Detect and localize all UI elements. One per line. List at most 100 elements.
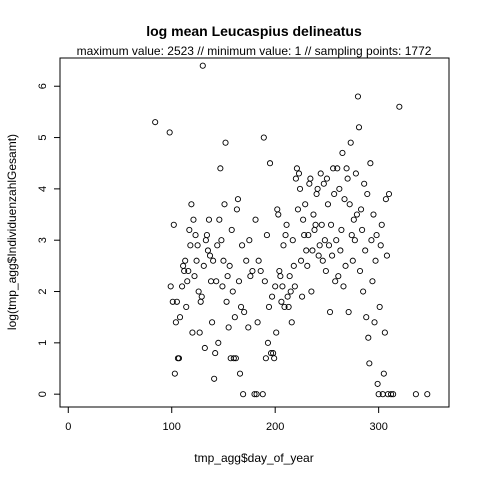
data-point: [335, 273, 342, 280]
chart-title: log mean Leucaspius delineatus: [146, 23, 362, 39]
data-point: [220, 257, 227, 264]
data-point: [345, 309, 352, 316]
data-point: [316, 242, 323, 249]
data-point: [390, 391, 397, 398]
data-point: [261, 278, 268, 285]
data-point: [368, 237, 375, 244]
data-point: [277, 273, 284, 280]
data-point: [367, 160, 374, 167]
data-point: [378, 221, 385, 228]
data-point: [302, 201, 309, 208]
data-point: [176, 314, 184, 321]
data-point: [222, 139, 229, 146]
data-point: [264, 339, 271, 346]
data-point: [286, 273, 293, 280]
data-point: [197, 298, 204, 305]
data-point: [218, 237, 225, 244]
data-point: [310, 211, 317, 218]
data-point: [187, 242, 194, 249]
data-point: [191, 273, 198, 280]
data-point: [370, 211, 377, 218]
data-point: [365, 334, 372, 341]
data-point: [315, 252, 322, 259]
data-point: [285, 303, 292, 310]
y-tick-label: 2: [37, 288, 49, 294]
data-point: [342, 262, 349, 269]
data-point: [320, 180, 327, 187]
data-point: [219, 283, 226, 290]
data-point: [265, 303, 273, 310]
data-point: [383, 252, 390, 259]
data-point: [309, 247, 316, 254]
data-point: [205, 216, 213, 223]
data-point: [330, 165, 337, 172]
data-point: [344, 175, 351, 182]
data-point: [232, 355, 239, 362]
data-point: [209, 319, 216, 326]
data-point: [152, 119, 159, 126]
data-point: [288, 319, 295, 326]
data-point: [172, 319, 179, 326]
data-point: [241, 309, 248, 316]
data-point: [388, 391, 395, 398]
data-point: [257, 267, 264, 275]
data-point: [240, 391, 247, 398]
data-point: [198, 293, 205, 300]
data-point: [188, 201, 195, 208]
data-point: [318, 221, 325, 228]
data-point: [359, 226, 366, 233]
data-point: [343, 165, 350, 172]
data-point: [358, 206, 365, 213]
data-point: [167, 283, 174, 290]
data-point: [246, 237, 253, 244]
data-point: [225, 324, 232, 331]
data-point: [382, 196, 389, 203]
data-point: [363, 314, 370, 321]
y-axis-label: log(tmp_agg$IndividuenzahlGesamt): [5, 134, 19, 330]
data-point: [340, 283, 347, 290]
data-point: [333, 237, 340, 244]
data-point: [338, 226, 345, 233]
data-point: [372, 257, 379, 264]
data-point: [322, 267, 329, 275]
data-point: [200, 262, 207, 269]
data-point: [321, 237, 328, 244]
data-point: [293, 165, 300, 172]
data-point: [213, 278, 220, 285]
y-tick-label: 4: [37, 186, 49, 192]
data-point: [347, 139, 354, 146]
data-point: [271, 355, 278, 362]
data-point: [169, 298, 176, 305]
data-point: [356, 267, 364, 275]
data-point: [272, 283, 279, 290]
data-point: [317, 170, 324, 177]
data-point: [292, 175, 299, 182]
data-point: [274, 206, 281, 213]
data-point: [349, 257, 356, 264]
data-point: [184, 278, 191, 285]
data-point: [171, 370, 178, 377]
x-tick-label: 300: [369, 421, 387, 433]
data-point: [229, 288, 236, 295]
data-point: [195, 288, 202, 295]
data-point: [366, 360, 373, 367]
data-point: [199, 62, 206, 69]
data-point: [193, 257, 200, 264]
data-point: [268, 350, 275, 357]
data-point: [223, 298, 230, 305]
data-point: [306, 180, 313, 187]
data-point: [216, 216, 223, 223]
data-point: [282, 232, 289, 239]
data-point: [323, 175, 330, 182]
data-point: [308, 288, 315, 295]
data-point: [181, 267, 188, 275]
data-point: [202, 237, 209, 244]
data-point: [215, 339, 222, 346]
data-point: [355, 124, 363, 131]
data-point: [312, 221, 319, 228]
data-point: [173, 298, 180, 305]
data-point: [307, 175, 314, 182]
data-point: [304, 262, 311, 269]
data-point: [262, 355, 269, 362]
data-point: [298, 257, 305, 264]
